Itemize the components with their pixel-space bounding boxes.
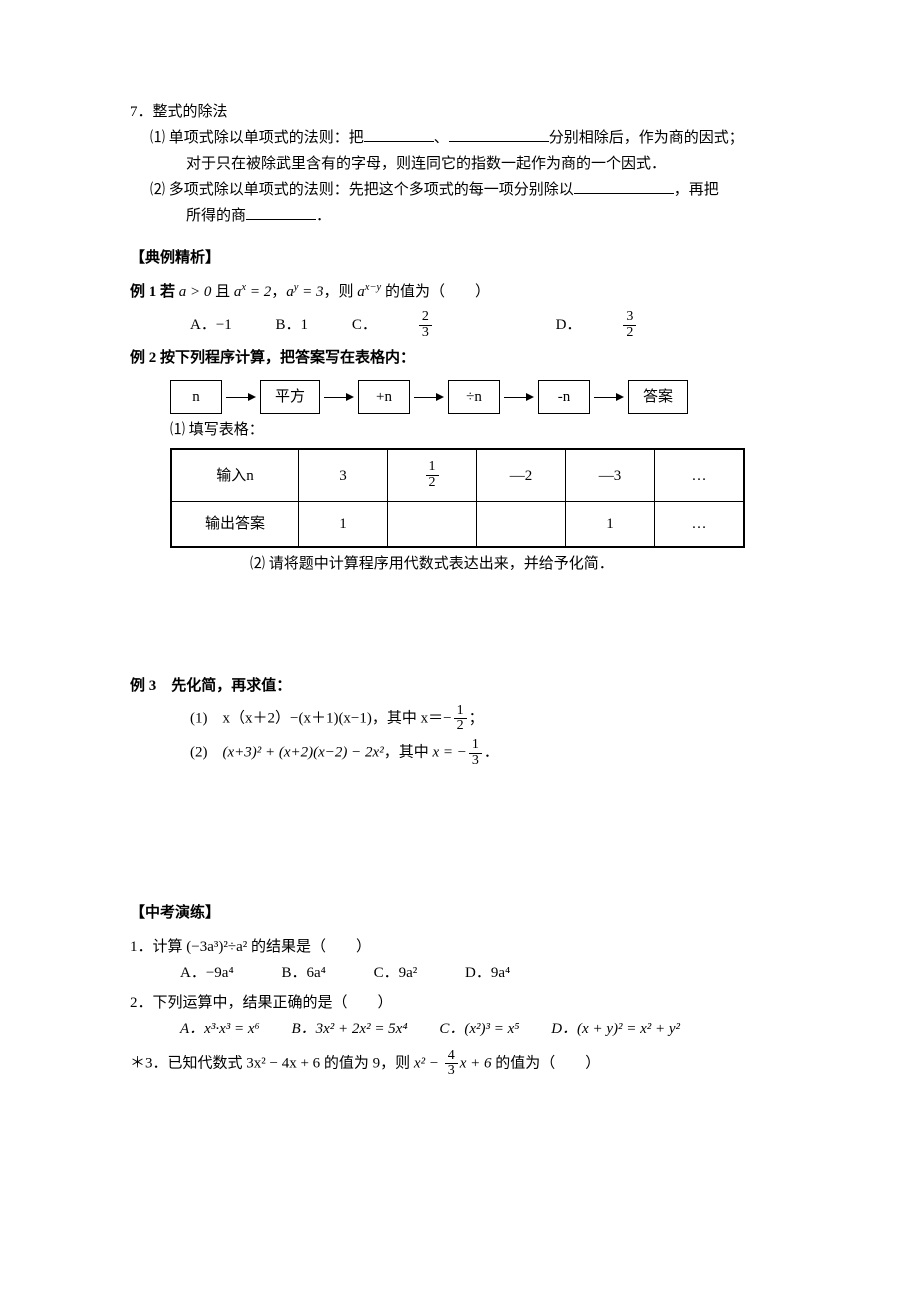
- example-1: 例 1 若 a > 0 且 ax = 2，ay = 3，则 ax−y 的值为（ …: [130, 280, 790, 304]
- section-7-title: 7．整式的除法: [130, 100, 790, 124]
- flow-box: -n: [538, 380, 590, 414]
- arrow-icon: [594, 393, 624, 401]
- text: ．: [484, 745, 499, 761]
- text: 、: [434, 130, 449, 146]
- math: x² −: [414, 1055, 443, 1071]
- option-d[interactable]: D．(x + y)² = x² + y²: [551, 1017, 680, 1041]
- text: ；: [469, 710, 484, 726]
- math: (x+3)² + (x+2)(x−2) − 2x²: [223, 745, 384, 761]
- option-b[interactable]: B．6a⁴: [281, 961, 325, 985]
- math: x = −: [432, 745, 466, 761]
- text: ，则: [324, 284, 358, 300]
- flow-box: n: [170, 380, 222, 414]
- text: ，: [271, 284, 286, 300]
- arrow-icon: [504, 393, 534, 401]
- math: ax = 2: [234, 284, 271, 300]
- text: 分别相除后，作为商的因式；: [549, 130, 744, 146]
- fraction: 12: [454, 704, 467, 734]
- heading-practice: 【中考演练】: [130, 901, 790, 925]
- option-b[interactable]: B．3x² + 2x² = 5x⁴: [291, 1017, 407, 1041]
- q3: ＊3．已知代数式 3x² − 4x + 6 的值为 9，则 x² − 43x +…: [130, 1049, 790, 1079]
- table-cell: —3: [566, 449, 655, 501]
- arrow-icon: [324, 393, 354, 401]
- q2-options: A．x³·x³ = x⁶ B．3x² + 2x² = 5x⁴ C．(x²)³ =…: [130, 1017, 790, 1041]
- text: 例 1 若: [130, 284, 179, 300]
- table-cell: 1: [299, 501, 388, 547]
- text: ，再把: [674, 182, 719, 198]
- s7-p1: ⑴ 单项式除以单项式的法则：把 、 分别相除后，作为商的因式；: [130, 126, 790, 150]
- table-cell: —2: [477, 449, 566, 501]
- example-1-options: A．−1 B．1 C．23 D．32: [130, 310, 790, 340]
- flow-box: +n: [358, 380, 410, 414]
- table-cell: …: [655, 501, 745, 547]
- math: ay = 3: [286, 284, 323, 300]
- ex3-line2: (2) (x+3)² + (x+2)(x−2) − 2x²，其中 x = −13…: [130, 738, 790, 768]
- option-a[interactable]: A．−9a⁴: [180, 961, 234, 985]
- text: (1) x（x＋2）−(x＋1)(x−1)，其中 x＝−: [190, 710, 452, 726]
- example-2: 例 2 按下列程序计算，把答案写在表格内：: [130, 346, 790, 370]
- arrow-icon: [414, 393, 444, 401]
- math: a > 0: [179, 284, 212, 300]
- flow-box: 答案: [628, 380, 688, 414]
- text: 所得的商: [186, 208, 246, 224]
- math: ax−y: [357, 284, 381, 300]
- table-cell: 输入n: [171, 449, 299, 501]
- option-c[interactable]: C．23: [352, 310, 512, 340]
- q1-options: A．−9a⁴ B．6a⁴ C．9a² D．9a⁴: [130, 961, 790, 985]
- q1: 1．计算 (−3a³)²÷a² 的结果是（ ）: [130, 935, 790, 959]
- flow-diagram: n 平方 +n ÷n -n 答案: [130, 380, 790, 414]
- ex3-line1: (1) x（x＋2）−(x＋1)(x−1)，其中 x＝−12；: [130, 704, 790, 734]
- data-table: 输入n 3 12 —2 —3 … 输出答案 1 1 …: [170, 448, 745, 547]
- table-cell: 1: [566, 501, 655, 547]
- arrow-icon: [226, 393, 256, 401]
- text: ⑵ 多项式除以单项式的法则：先把这个多项式的每一项分别除以: [150, 182, 574, 198]
- option-a[interactable]: A．−1: [190, 313, 232, 337]
- example-3: 例 3 先化简，再求值：: [130, 674, 790, 698]
- flow-box: 平方: [260, 380, 320, 414]
- table-cell: …: [655, 449, 745, 501]
- table-cell: 输出答案: [171, 501, 299, 547]
- s7-p2: ⑵ 多项式除以单项式的法则：先把这个多项式的每一项分别除以 ，再把: [130, 178, 790, 202]
- table-row: 输出答案 1 1 …: [171, 501, 744, 547]
- table-cell[interactable]: [388, 501, 477, 547]
- fraction: 43: [445, 1049, 458, 1079]
- q2: 2．下列运算中，结果正确的是（ ）: [130, 991, 790, 1015]
- option-d[interactable]: D．32: [556, 310, 717, 340]
- fraction: 13: [469, 738, 482, 768]
- text: (2): [190, 745, 223, 761]
- blank[interactable]: [574, 178, 674, 194]
- option-a[interactable]: A．x³·x³ = x⁶: [180, 1017, 260, 1041]
- blank[interactable]: [364, 126, 434, 142]
- flow-box: ÷n: [448, 380, 500, 414]
- table-cell: 12: [388, 449, 477, 501]
- text: 的值为（ ）: [381, 284, 490, 300]
- option-b[interactable]: B．1: [276, 313, 309, 337]
- blank[interactable]: [246, 204, 316, 220]
- heading-examples: 【典例精析】: [130, 246, 790, 270]
- ex2-sub1: ⑴ 填写表格：: [130, 418, 790, 442]
- blank[interactable]: [449, 126, 549, 142]
- ex2-sub2: ⑵ 请将题中计算程序用代数式表达出来，并给予化简．: [130, 552, 790, 576]
- text: 且: [211, 284, 234, 300]
- option-c[interactable]: C．9a²: [374, 961, 418, 985]
- text: 例 3 先化简，再求值：: [130, 678, 291, 694]
- text: 例 2 按下列程序计算，把答案写在表格内：: [130, 350, 415, 366]
- s7-p1-cont: 对于只在被除武里含有的字母，则连同它的指数一起作为商的一个因式．: [130, 152, 790, 176]
- text: ．: [316, 208, 331, 224]
- s7-p2-cont: 所得的商 ．: [130, 204, 790, 228]
- table-row: 输入n 3 12 —2 —3 …: [171, 449, 744, 501]
- text: ⑴ 单项式除以单项式的法则：把: [150, 130, 364, 146]
- text: ＊3．已知代数式 3x² − 4x + 6 的值为 9，则: [130, 1055, 414, 1071]
- table-cell[interactable]: [477, 501, 566, 547]
- text: 的值为（ ）: [491, 1055, 600, 1071]
- option-d[interactable]: D．9a⁴: [465, 961, 510, 985]
- option-c[interactable]: C．(x²)³ = x⁵: [439, 1017, 519, 1041]
- math: x + 6: [460, 1055, 492, 1071]
- table-cell: 3: [299, 449, 388, 501]
- text: ，其中: [384, 745, 433, 761]
